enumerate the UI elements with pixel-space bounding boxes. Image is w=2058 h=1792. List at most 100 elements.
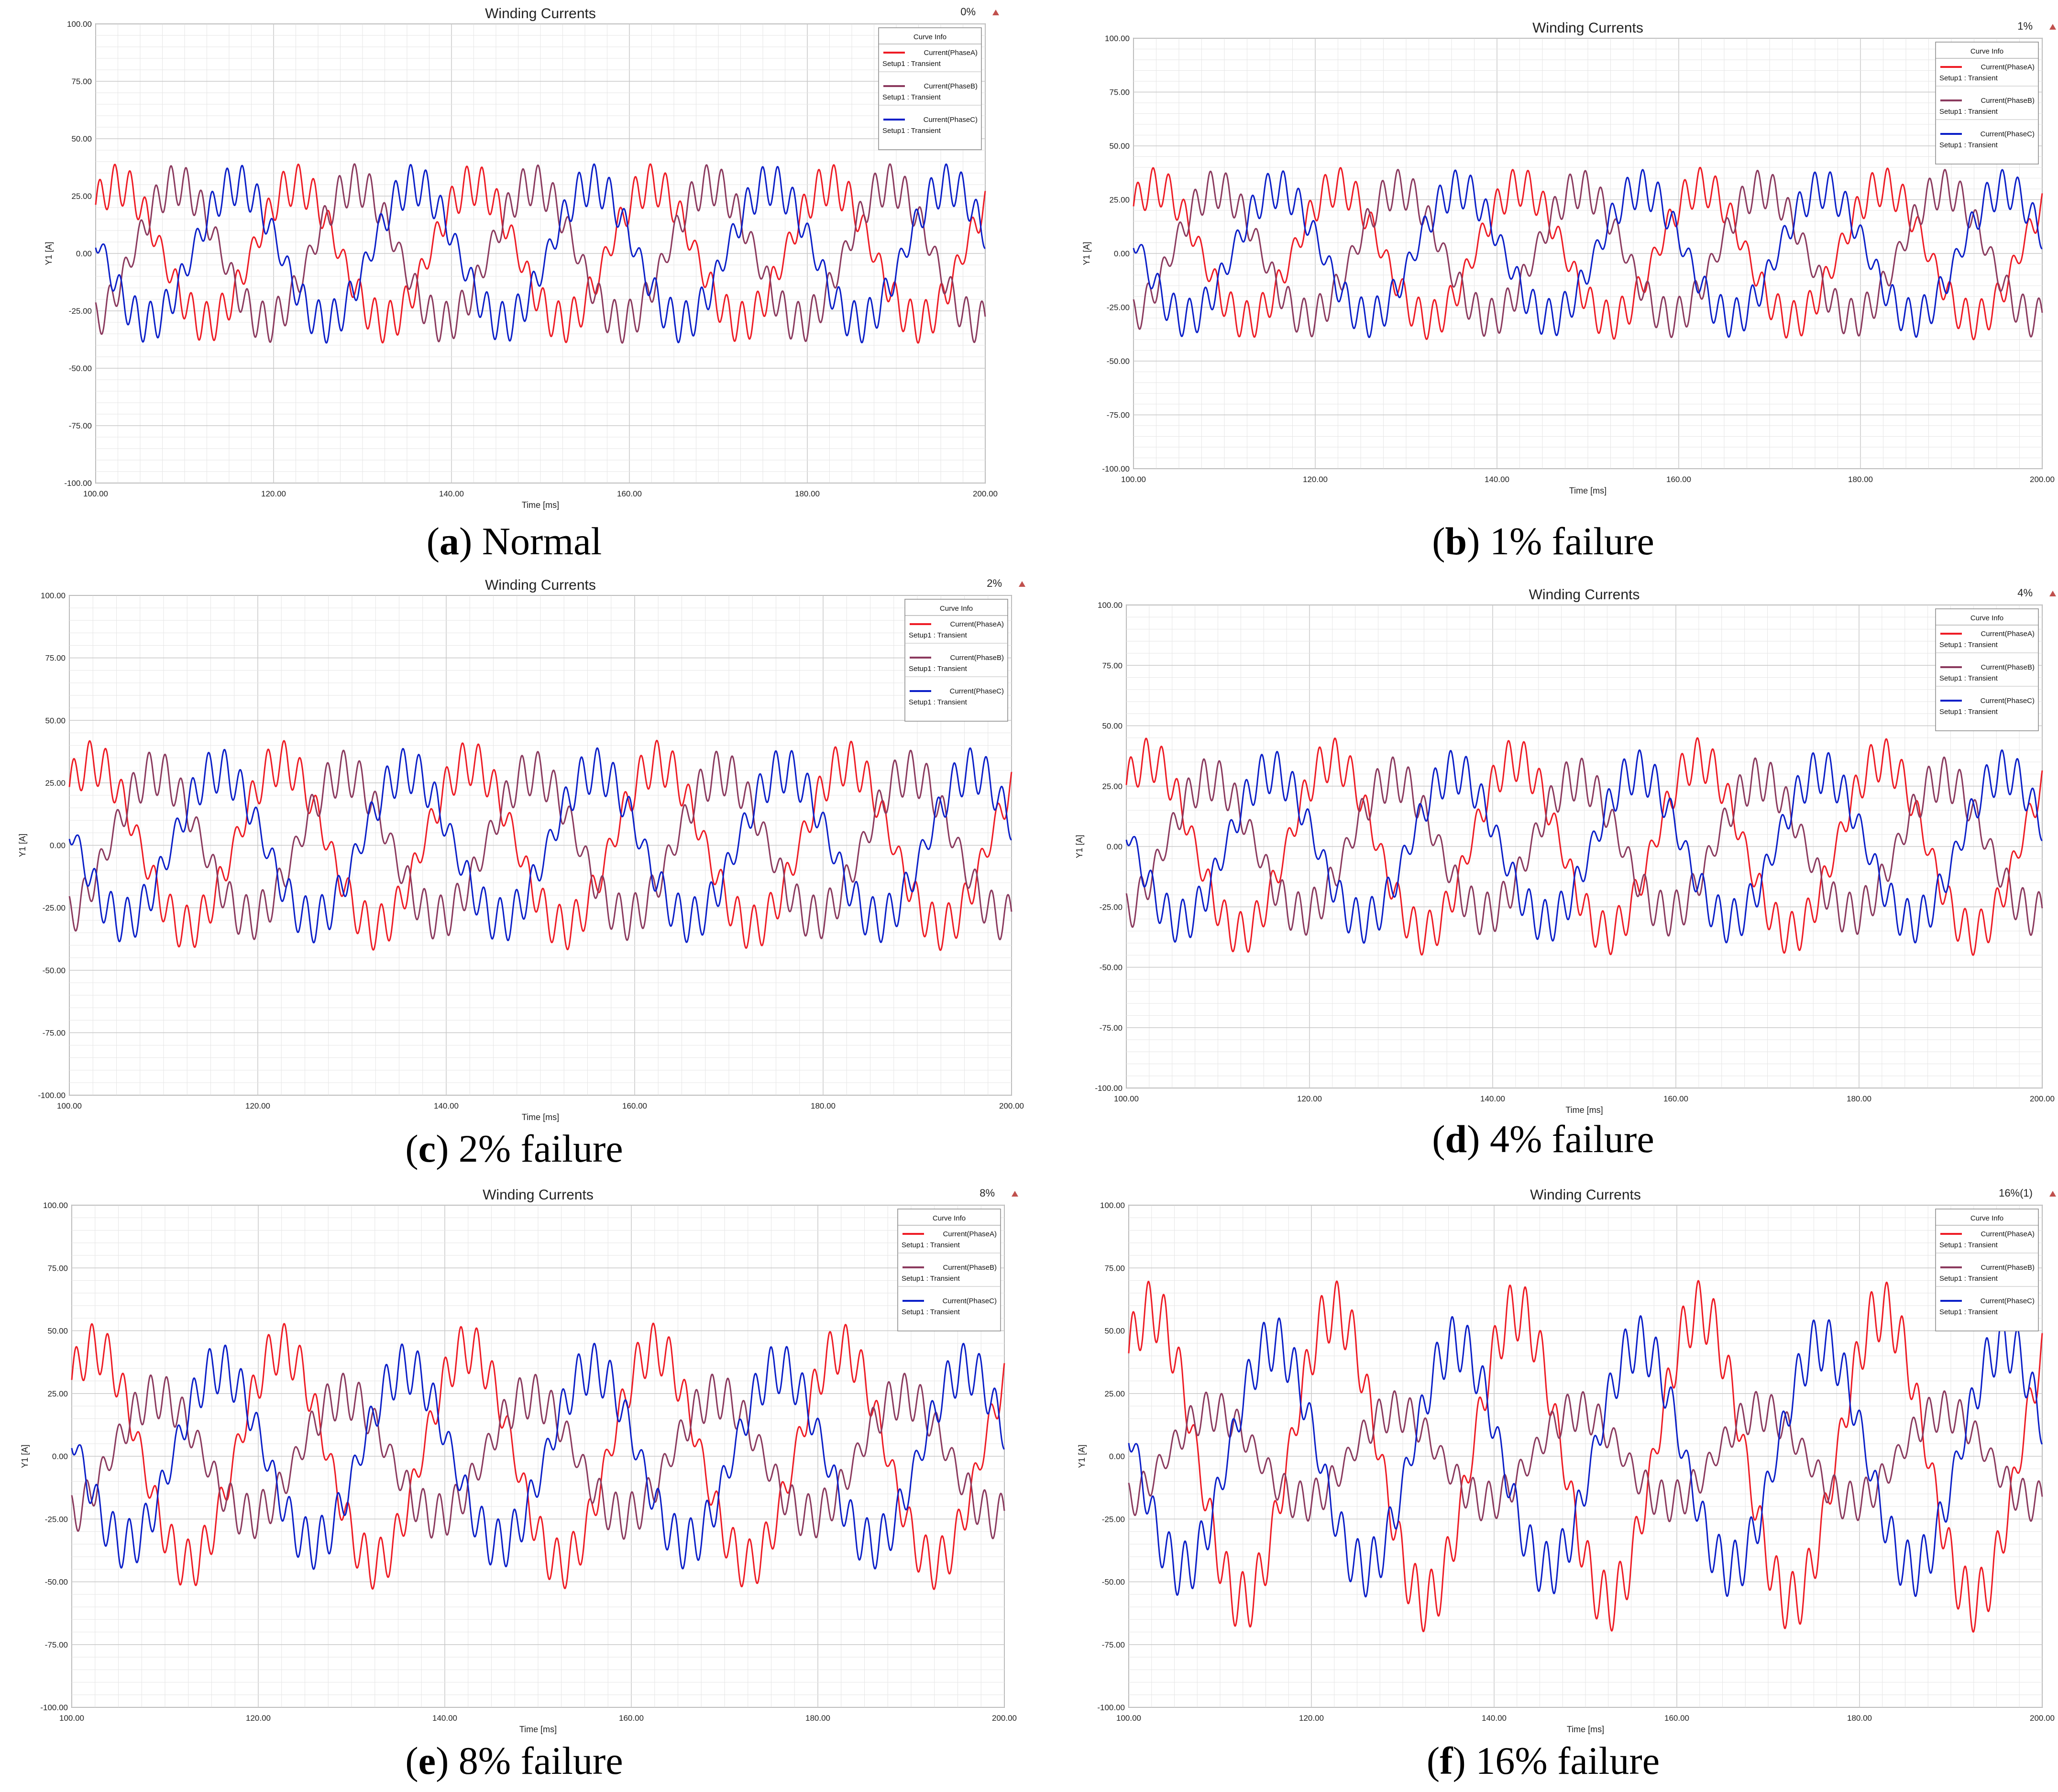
caption-paren: (	[1432, 1117, 1445, 1161]
y-tick-label: -100.00	[40, 1703, 68, 1712]
y-axis-label: Y1 [A]	[1082, 242, 1091, 265]
y-tick-label: 25.00	[71, 192, 92, 201]
legend-box	[1935, 1209, 2039, 1331]
grid	[71, 1205, 1005, 1708]
y-tick-label: -100.00	[1102, 464, 1130, 473]
y-tick-label: 75.00	[71, 77, 92, 86]
caption-paren: (	[405, 1739, 418, 1782]
x-tick-label: 140.00	[1480, 1094, 1505, 1103]
x-tick-label: 160.00	[622, 1101, 647, 1110]
caption-text: Normal	[472, 519, 602, 563]
chart-title: Winding Currents	[485, 6, 596, 22]
chart-svg-c: 100.00 75.00 50.00 25.00 0.00 -25.00 -50.00 -75…	[18, 577, 1025, 1122]
chart-tag: 1%	[2017, 20, 2033, 32]
chart-title: Winding Currents	[1530, 1187, 1641, 1203]
x-tick-label: 120.00	[1299, 1714, 1324, 1723]
x-tick-label: 160.00	[617, 489, 642, 498]
y-tick-label: 0.00	[52, 1452, 68, 1461]
x-tick-label: 100.00	[59, 1714, 84, 1723]
x-tick-label: 100.00	[57, 1101, 82, 1110]
legend-series-label: Current(PhaseA)	[924, 49, 978, 57]
marker-triangle-icon	[2049, 591, 2056, 596]
x-tick-label: 120.00	[1297, 1094, 1322, 1103]
y-tick-label: -50.00	[1102, 1578, 1125, 1587]
chart-panel-e: 100.00 75.00 50.00 25.00 0.00 -25.00 -50.00 -75…	[20, 1187, 1018, 1734]
legend-title: Curve Info	[1970, 614, 2003, 622]
y-tick-label: 100.00	[43, 1201, 68, 1210]
caption-b: (b) 1% failure	[1028, 519, 2058, 564]
caption-a: (a) Normal	[0, 519, 1028, 564]
legend: Curve Info Current(PhaseA) Setup1 : Transi…	[878, 27, 982, 150]
y-tick-label: 75.00	[1102, 661, 1123, 670]
series-line-currentphasec	[95, 163, 986, 344]
legend-box	[1935, 608, 2039, 731]
caption-c: (c) 2% failure	[0, 1126, 1028, 1171]
legend-series-sub: Setup1 : Transient	[882, 127, 941, 135]
chart-tag: 16%(1)	[1999, 1187, 2033, 1199]
legend-series-sub: Setup1 : Transient	[1939, 1308, 1998, 1316]
y-tick-label: 0.00	[50, 841, 66, 850]
caption-letter: f	[1440, 1739, 1453, 1782]
legend-series-sub: Setup1 : Transient	[1939, 1275, 1998, 1283]
x-tick-label: 120.00	[261, 489, 286, 498]
caption-text: ) 16% failure	[1453, 1739, 1660, 1782]
x-tick-label: 180.00	[1848, 475, 1873, 484]
x-axis-label: Time [ms]	[1569, 486, 1607, 495]
x-tick-label: 160.00	[1666, 475, 1691, 484]
marker-triangle-icon	[992, 10, 999, 15]
y-tick-label: 100.00	[1100, 1201, 1125, 1210]
y-tick-label: -75.00	[1107, 411, 1130, 420]
legend-series-sub: Setup1 : Transient	[1939, 74, 1998, 82]
legend-series-sub: Setup1 : Transient	[1939, 708, 1998, 716]
chart-title: Winding Currents	[483, 1187, 594, 1203]
caption-text: ) 1% failure	[1467, 519, 1654, 563]
caption-letter: e	[418, 1739, 436, 1782]
y-tick-label: -50.00	[1100, 963, 1123, 972]
x-tick-label: 180.00	[795, 489, 820, 498]
y-tick-label: 100.00	[67, 20, 92, 29]
legend-title: Curve Info	[933, 1214, 966, 1222]
x-axis-label: Time [ms]	[1565, 1105, 1603, 1115]
legend-series-sub: Setup1 : Transient	[1939, 674, 1998, 682]
legend-series-label: Current(PhaseC)	[1981, 697, 2035, 705]
x-axis-label: Time [ms]	[522, 1112, 559, 1122]
series-line-currentphasec	[71, 1342, 1005, 1570]
x-axis-label: Time [ms]	[519, 1725, 557, 1734]
grid	[69, 595, 1012, 1096]
series-line-currentphasec	[1128, 1315, 2043, 1598]
chart-tag: 8%	[979, 1187, 995, 1199]
legend-series-label: Current(PhaseB)	[1981, 1264, 2035, 1272]
legend: Curve Info Current(PhaseA) Setup1 : Transi…	[1935, 42, 2039, 165]
legend-series-sub: Setup1 : Transient	[1939, 141, 1998, 149]
chart-tag: 0%	[960, 6, 976, 18]
legend-series-sub: Setup1 : Transient	[1939, 641, 1998, 649]
x-tick-label: 100.00	[1116, 1714, 1141, 1723]
y-tick-label: -25.00	[43, 903, 66, 912]
y-tick-label: -100.00	[64, 479, 92, 488]
y-tick-label: -25.00	[1107, 303, 1130, 312]
grid	[1133, 38, 2043, 469]
x-axis-label: Time [ms]	[1567, 1725, 1604, 1734]
legend-title: Curve Info	[940, 605, 973, 613]
legend-title: Curve Info	[913, 33, 946, 41]
series-line-currentphasec	[1125, 749, 2043, 944]
caption-paren: )	[459, 519, 473, 563]
caption-d: (d) 4% failure	[1028, 1117, 2058, 1162]
y-tick-label: 75.00	[1109, 88, 1130, 97]
y-tick-label: 50.00	[47, 1327, 68, 1336]
y-tick-label: -75.00	[1100, 1023, 1123, 1033]
caption-letter: d	[1445, 1117, 1467, 1161]
y-tick-label: -75.00	[1102, 1640, 1125, 1649]
chart-svg-d: 100.00 75.00 50.00 25.00 0.00 -25.00 -50.00 -75…	[1075, 587, 2056, 1115]
x-tick-label: 180.00	[805, 1714, 830, 1723]
series-line-currentphaseb	[95, 163, 986, 344]
y-tick-label: 75.00	[1104, 1264, 1125, 1273]
legend-box	[904, 599, 1008, 722]
y-tick-label: -25.00	[69, 307, 92, 316]
x-tick-label: 140.00	[1485, 475, 1509, 484]
caption-letter: b	[1445, 519, 1467, 563]
marker-triangle-icon	[1019, 581, 1025, 587]
legend-series-sub: Setup1 : Transient	[902, 1308, 960, 1316]
y-tick-label: -50.00	[43, 966, 66, 975]
chart-svg-f: 100.00 75.00 50.00 25.00 0.00 -25.00 -50.00 -75…	[1077, 1187, 2056, 1734]
